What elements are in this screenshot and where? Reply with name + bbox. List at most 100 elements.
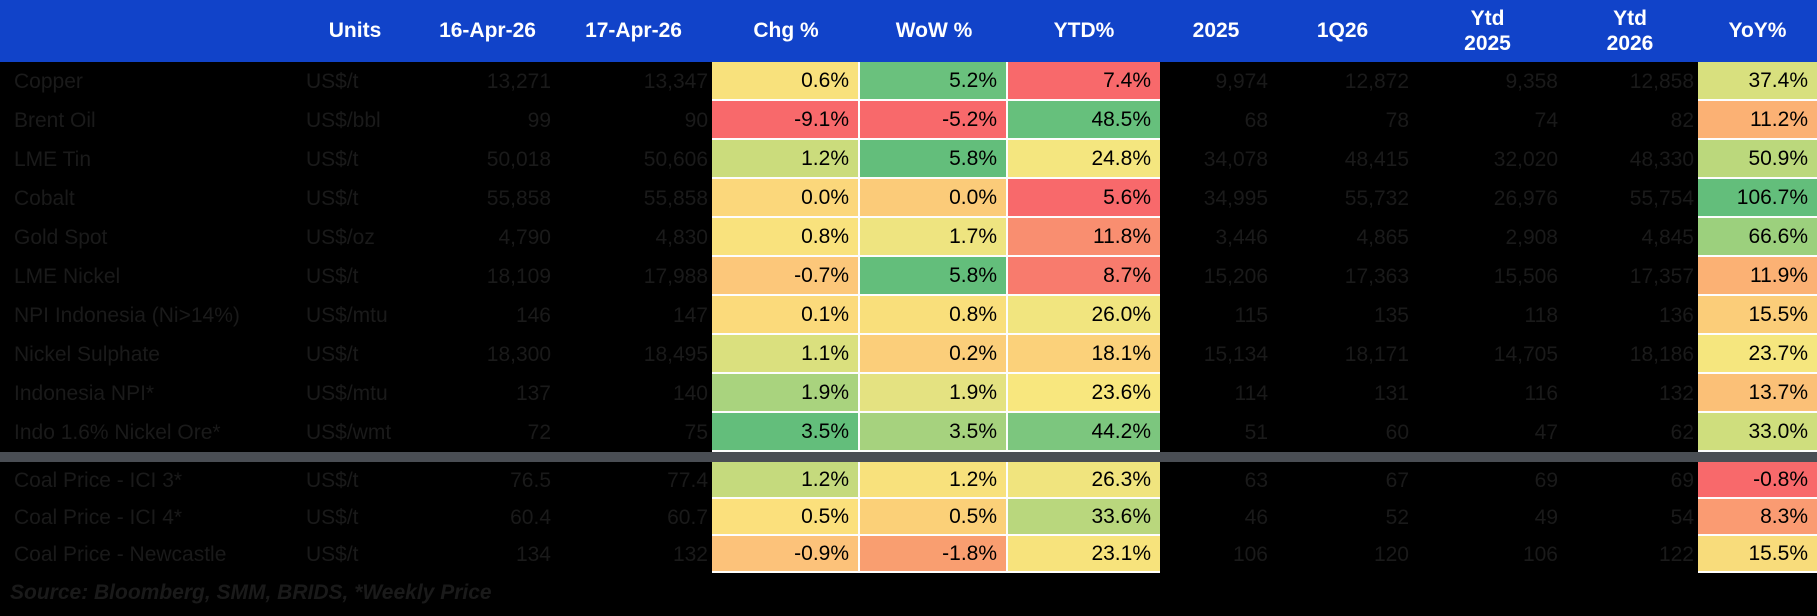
yoy-pct-heat-cell: 11.2% [1698,101,1817,140]
col-header-label: Units [328,19,382,43]
chg-pct-heat-cell: -9.1% [712,101,860,140]
units-cell: US$/t [306,69,359,93]
ytd-2025-avg-cell: 49 [1534,505,1558,529]
chg-pct-heat-cell: 1.1% [712,335,860,374]
col-header-label: 16-Apr-26 [439,19,536,43]
price-16-apr-cell: 4,790 [498,225,551,249]
col-header-chg-pct: Chg % [712,0,860,62]
ytd-pct-heat-cell: 26.0% [1008,296,1160,335]
table-header-row: Units 16-Apr-26 17-Apr-26 Chg % WoW % YT… [0,0,1817,62]
ytd-pct-heat-cell: 26.3% [1008,462,1160,499]
col-header-16-apr-26: 16-Apr-26 [420,0,555,62]
ytd-pct-heat-cell: 7.4% [1008,62,1160,101]
price-16-apr-cell: 18,300 [486,342,551,366]
wow-pct-heat-cell: -5.2% [860,101,1008,140]
table-row-brent-oil: Brent Oil US$/bbl 99 90 -9.1% -5.2% 48.5… [0,101,1817,140]
col-header-yoy-pct: YoY% [1698,0,1817,62]
price-17-apr-cell: 17,988 [643,264,708,288]
units-cell: US$/t [306,147,359,171]
table-row-copper: Copper US$/t 13,271 13,347 0.6% 5.2% 7.4… [0,62,1817,101]
ytd-2026-avg-cell: 54 [1670,505,1694,529]
ytd-2026-avg-cell: 4,845 [1641,225,1694,249]
price-17-apr-cell: 4,830 [655,225,708,249]
chg-pct-heat-cell: 3.5% [712,413,860,452]
price-16-apr-cell: 146 [515,303,551,327]
yoy-pct-heat-cell: 11.9% [1698,257,1817,296]
avg-1q26-cell: 52 [1385,505,1409,529]
avg-1q26-cell: 55,732 [1344,186,1409,210]
ytd-2026-avg-cell: 17,357 [1629,264,1694,288]
col-header-units: Units [290,0,420,62]
commodity-name-cell: Coal Price - ICI 4* [14,505,183,529]
units-cell: US$/t [306,342,359,366]
chg-pct-heat-cell: 0.1% [712,296,860,335]
table-body: Copper US$/t 13,271 13,347 0.6% 5.2% 7.4… [0,62,1817,573]
avg-2025-cell: 68 [1244,108,1268,132]
ytd-2025-avg-cell: 69 [1534,468,1558,492]
avg-1q26-cell: 12,872 [1344,69,1409,93]
wow-pct-heat-cell: 5.8% [860,140,1008,179]
wow-pct-heat-cell: 1.9% [860,374,1008,413]
ytd-pct-heat-cell: 8.7% [1008,257,1160,296]
avg-1q26-cell: 78 [1385,108,1409,132]
ytd-pct-heat-cell: 33.6% [1008,499,1160,536]
table-row-indo-1-6-nickel-ore: Indo 1.6% Nickel Ore* US$/wmt 72 75 3.5%… [0,413,1817,452]
ytd-2025-avg-cell: 118 [1524,303,1558,327]
avg-2025-cell: 106 [1232,542,1268,566]
wow-pct-heat-cell: 0.5% [860,499,1008,536]
yoy-pct-heat-cell: 66.6% [1698,218,1817,257]
table-row-coal-price-newcastle: Coal Price - Newcastle US$/t 134 132 -0.… [0,536,1817,573]
avg-2025-cell: 15,134 [1203,342,1268,366]
commodity-name-cell: Brent Oil [14,108,96,132]
units-cell: US$/oz [306,225,375,249]
ytd-2025-avg-cell: 9,358 [1505,69,1558,93]
price-16-apr-cell: 76.5 [510,468,551,492]
ytd-2026-avg-cell: 55,754 [1629,186,1694,210]
price-17-apr-cell: 147 [672,303,708,327]
units-cell: US$/wmt [306,420,392,444]
col-header-label: 1Q26 [1316,19,1369,43]
commodity-name-cell: Copper [14,69,83,93]
ytd-2026-avg-cell: 69 [1670,468,1694,492]
col-header-label: 17-Apr-26 [585,19,682,43]
ytd-pct-heat-cell: 44.2% [1008,413,1160,452]
avg-1q26-cell: 60 [1385,420,1409,444]
ytd-pct-heat-cell: 48.5% [1008,101,1160,140]
price-16-apr-cell: 72 [527,420,551,444]
units-cell: US$/t [306,542,359,566]
col-header-subline: 2025 [1464,32,1511,55]
ytd-pct-heat-cell: 24.8% [1008,140,1160,179]
ytd-pct-heat-cell: 23.6% [1008,374,1160,413]
yoy-pct-heat-cell: 15.5% [1698,536,1817,573]
avg-1q26-cell: 131 [1373,381,1409,405]
table-row-lme-tin: LME Tin US$/t 50,018 50,606 1.2% 5.8% 24… [0,140,1817,179]
price-16-apr-cell: 134 [515,542,551,566]
avg-2025-cell: 46 [1244,505,1268,529]
price-16-apr-cell: 60.4 [510,505,551,529]
ytd-2025-avg-cell: 47 [1534,420,1558,444]
ytd-pct-heat-cell: 23.1% [1008,536,1160,573]
price-16-apr-cell: 137 [515,381,551,405]
avg-2025-cell: 63 [1244,468,1268,492]
col-header-ytd-pct: YTD% [1008,0,1160,62]
avg-1q26-cell: 48,415 [1344,147,1409,171]
wow-pct-heat-cell: 5.2% [860,62,1008,101]
commodity-name-cell: Coal Price - ICI 3* [14,468,183,492]
commodity-name-cell: LME Nickel [14,264,121,288]
wow-pct-heat-cell: 5.8% [860,257,1008,296]
table-row-coal-price-ici-4: Coal Price - ICI 4* US$/t 60.4 60.7 0.5%… [0,499,1817,536]
yoy-pct-heat-cell: -0.8% [1698,462,1817,499]
ytd-2026-avg-cell: 62 [1670,420,1694,444]
col-header-subline: 2026 [1606,32,1654,55]
col-header-label: Chg % [753,19,819,43]
ytd-2025-avg-cell: 15,506 [1493,264,1558,288]
price-17-apr-cell: 55,858 [643,186,708,210]
price-16-apr-cell: 18,109 [486,264,551,288]
table-row-coal-price-ici-3: Coal Price - ICI 3* US$/t 76.5 77.4 1.2%… [0,462,1817,499]
chg-pct-heat-cell: 0.8% [712,218,860,257]
col-header-ytd-2025: Ytd 2025 [1413,0,1562,62]
chg-pct-heat-cell: 1.2% [712,140,860,179]
wow-pct-heat-cell: 1.7% [860,218,1008,257]
table-row-indonesia-npi: Indonesia NPI* US$/mtu 137 140 1.9% 1.9%… [0,374,1817,413]
